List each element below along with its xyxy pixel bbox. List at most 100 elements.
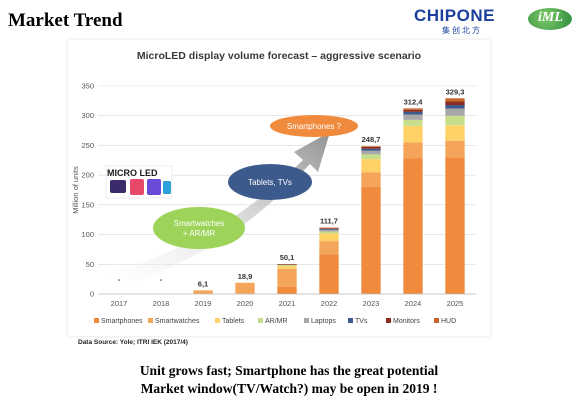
chart-panel: 0 50 100 150 200 250 300 350 Million of units - 20…	[68, 40, 490, 336]
bar-segment	[445, 98, 465, 102]
micro-led-device-phone-2	[147, 179, 161, 195]
bar-total-label: -	[160, 275, 163, 284]
bar-total-label: 50,1	[280, 253, 295, 262]
micro-led-device-phone-1	[130, 179, 144, 195]
legend-label: Smartphones	[101, 318, 143, 325]
y-tick-label: 50	[86, 260, 94, 269]
oval-smartphones	[270, 115, 358, 137]
bar-segment	[361, 187, 381, 294]
bar-segment	[361, 150, 381, 155]
legend-swatch	[434, 318, 439, 323]
legend-swatch	[258, 318, 263, 323]
x-tick-label: 2021	[279, 299, 296, 308]
chart-svg: 0 50 100 150 200 250 300 350 Million of units - 20…	[71, 82, 476, 325]
bar-segment	[445, 140, 465, 158]
oval-tablets-tvs-label: Tablets, TVs	[248, 178, 292, 187]
bar-segment	[361, 146, 381, 147]
x-tick-label: 2025	[447, 299, 464, 308]
bar-segment	[403, 108, 423, 110]
caption-line-1: Unit grows fast; Smartphone has the grea…	[139, 363, 439, 378]
bar-segment	[445, 108, 465, 116]
bar-segment	[361, 159, 381, 173]
bar-segment	[403, 119, 423, 126]
bar-segment	[361, 172, 381, 188]
oval-tablets-tvs	[228, 164, 312, 200]
bar-segment	[277, 265, 297, 267]
bar-segment	[319, 231, 339, 234]
legend-swatch	[304, 318, 309, 323]
legend-label: Smartwatches	[155, 318, 200, 325]
x-tick-label: 2024	[405, 299, 422, 308]
slide-title: Market Trend	[8, 10, 123, 31]
legend-swatch	[94, 318, 99, 323]
bar-total-label: 312,4	[404, 97, 424, 106]
legend-label: Tablets	[222, 318, 245, 325]
legend-label: Monitors	[393, 318, 420, 325]
legend-swatch	[148, 318, 153, 323]
bar-segment	[361, 154, 381, 160]
bar-total-label: 6,1	[198, 279, 208, 288]
bar-segment	[319, 228, 339, 230]
bar-segment	[277, 264, 297, 265]
legend-label: TVs	[355, 318, 368, 325]
bar-segment	[361, 148, 381, 151]
legend-label: AR/MR	[265, 318, 288, 325]
x-tick-label: 2022	[321, 299, 338, 308]
y-tick-label: 250	[81, 141, 94, 150]
legend-swatch	[386, 318, 391, 323]
bar-segment	[361, 146, 381, 149]
growth-arrow	[108, 132, 330, 286]
caption-line-2: Market window(TV/Watch?) may be open in …	[140, 381, 438, 396]
y-tick-label: 100	[81, 230, 94, 239]
oval-smartwatches	[153, 207, 245, 249]
bar-segment	[277, 269, 297, 287]
bar-total-label: 18,9	[238, 272, 253, 281]
oval-smartwatches-label-2: + AR/MR	[183, 229, 215, 238]
micro-led-device-phone-3	[163, 181, 171, 194]
y-tick-label: 0	[90, 290, 94, 299]
legend-swatch	[215, 318, 220, 323]
legend-label: Laptops	[311, 318, 336, 325]
chipone-logo-word: CHIPONE	[414, 6, 495, 25]
iml-logo: iML	[528, 6, 572, 36]
oval-smartphones-label: Smartphones ?	[287, 122, 342, 131]
bar-segment	[319, 254, 339, 294]
y-tick-label: 350	[81, 82, 94, 91]
chipone-logo-cn: 集创北方	[442, 26, 482, 35]
bar-total-label: -	[118, 275, 121, 284]
y-tick-label: 150	[81, 200, 94, 209]
bar-total-label: 248,7	[362, 135, 381, 144]
bar-segment	[403, 142, 423, 159]
chipone-logo: CHIPONE 集创北方	[414, 6, 512, 36]
x-tick-label: 2020	[237, 299, 254, 308]
x-tick-label: 2017	[111, 299, 128, 308]
bar-segment	[235, 282, 255, 294]
bar-segment	[445, 101, 465, 106]
bar-segment	[403, 109, 423, 112]
x-tick-label: 2018	[153, 299, 170, 308]
bar-segment	[445, 115, 465, 126]
micro-led-device-watch	[110, 180, 126, 193]
micro-led-image-text: MICRO LED	[107, 168, 158, 178]
y-tick-label: 300	[81, 111, 94, 120]
legend-swatch	[348, 318, 353, 323]
bar-segment	[319, 228, 339, 229]
bar-segment	[319, 241, 339, 255]
bar-total-label: 329,3	[446, 87, 465, 96]
bar-segment	[445, 125, 465, 141]
bar-segment	[319, 229, 339, 232]
iml-logo-bubble	[528, 8, 572, 30]
legend-label: HUD	[441, 318, 456, 325]
caption: Unit grows fast; Smartphone has the grea…	[0, 362, 578, 398]
bar-segment	[319, 227, 339, 229]
bar-segment	[403, 158, 423, 294]
bar-segment	[277, 286, 297, 294]
bar-segment	[403, 125, 423, 143]
iml-logo-text: iML	[538, 10, 563, 25]
bar-segment	[319, 233, 339, 242]
chart-title: MicroLED display volume forecast – aggre…	[136, 50, 422, 62]
bar-total-label: 111,7	[320, 217, 338, 226]
x-tick-label: 2019	[195, 299, 212, 308]
source-note: Data Source: Yole; ITRI IEK (2017/4)	[78, 339, 188, 346]
bar-segment	[403, 111, 423, 115]
